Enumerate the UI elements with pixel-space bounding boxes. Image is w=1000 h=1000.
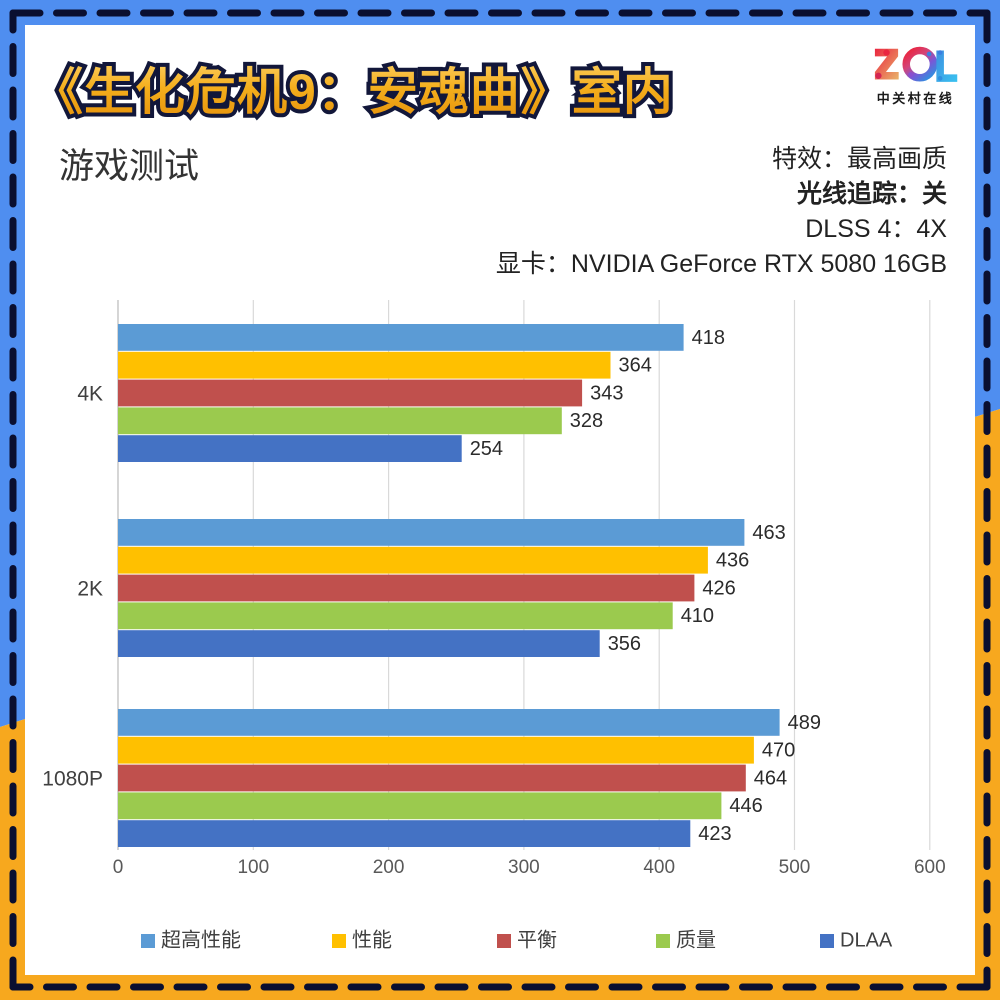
svg-text:418: 418 xyxy=(692,327,725,349)
svg-text:328: 328 xyxy=(570,410,603,432)
svg-text:464: 464 xyxy=(754,767,787,789)
svg-text:DLAA: DLAA xyxy=(840,930,893,952)
svg-text:463: 463 xyxy=(752,522,785,544)
svg-text:364: 364 xyxy=(619,355,652,377)
svg-text:1080P: 1080P xyxy=(42,768,103,791)
svg-text:100: 100 xyxy=(237,857,269,878)
svg-text:性能: 性能 xyxy=(352,929,392,952)
svg-text:254: 254 xyxy=(470,438,503,460)
svg-text:446: 446 xyxy=(729,795,762,817)
svg-text:423: 423 xyxy=(698,823,731,845)
svg-text:平衡: 平衡 xyxy=(517,929,557,952)
svg-text:470: 470 xyxy=(762,740,795,762)
svg-text:质量: 质量 xyxy=(676,929,716,952)
svg-text:0: 0 xyxy=(113,857,124,878)
svg-text:410: 410 xyxy=(681,605,714,627)
svg-text:超高性能: 超高性能 xyxy=(161,929,241,952)
svg-text:356: 356 xyxy=(608,633,641,655)
svg-text:600: 600 xyxy=(914,857,946,878)
svg-text:200: 200 xyxy=(373,857,405,878)
svg-text:2K: 2K xyxy=(77,578,103,601)
svg-text:500: 500 xyxy=(779,857,811,878)
svg-text:300: 300 xyxy=(508,857,540,878)
svg-text:4K: 4K xyxy=(77,383,103,406)
svg-text:343: 343 xyxy=(590,382,623,404)
svg-text:489: 489 xyxy=(788,712,821,734)
svg-text:400: 400 xyxy=(643,857,675,878)
svg-text:426: 426 xyxy=(702,577,735,599)
svg-text:436: 436 xyxy=(716,550,749,572)
